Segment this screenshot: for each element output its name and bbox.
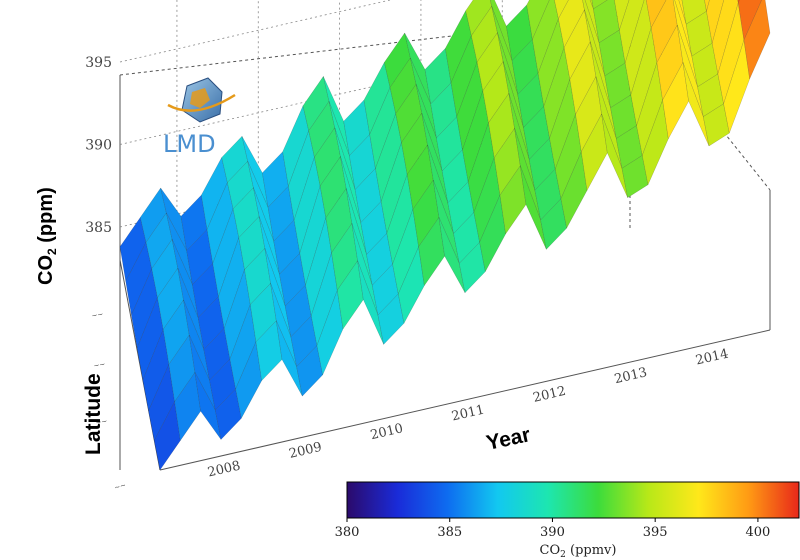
surface-cell	[554, 0, 569, 20]
logo-text: LMD	[163, 130, 216, 158]
surface-cell	[678, 0, 687, 25]
surface-cell	[651, 0, 678, 64]
colorbar-bar	[346, 481, 800, 519]
z-tick-label: 385	[85, 220, 112, 236]
year-tick-label: 2009	[288, 440, 324, 462]
year-tick-label: 2011	[450, 402, 486, 424]
surface-cell	[558, 0, 585, 48]
surface-cell	[737, 0, 740, 4]
colorbar-tick-label: 380	[335, 525, 360, 540]
latitude-axis-title: Latitude	[82, 373, 105, 455]
year-tick-label: 2013	[613, 365, 649, 387]
surface-cell	[619, 0, 645, 64]
surface-cell	[704, 0, 710, 12]
colorbar-ticks: 380 385 390 395 400	[335, 518, 770, 540]
z-tick-label: 390	[85, 138, 112, 154]
colorbar: 380 385 390 395 400 CO2 (ppmv)	[335, 481, 800, 560]
colorbar-tick-label: 400	[745, 525, 770, 540]
colorbar-title: CO2 (ppmv)	[540, 543, 617, 560]
z-tick-label: 395	[85, 55, 112, 71]
surface-cell	[681, 0, 707, 25]
colorbar-tick-label: 395	[643, 525, 668, 540]
colorbar-tick-label: 390	[540, 525, 565, 540]
z-axis-title: CO2 (ppm)	[35, 187, 59, 285]
year-tick-label: 2010	[369, 421, 405, 443]
latitude-tick-mark: ~~	[95, 417, 108, 427]
year-axis-ticks: 2008 2009 2010 2011 2012 2013 2014	[206, 346, 730, 480]
year-tick-label: 2014	[694, 346, 730, 368]
co2-surface	[119, 0, 771, 471]
latitude-tick-mark: ~~	[113, 481, 127, 492]
year-tick-label: 2008	[206, 458, 242, 480]
surface-cell	[589, 0, 594, 9]
surface-cell	[712, 0, 739, 74]
surface-cell	[706, 0, 725, 44]
year-tick-label: 2012	[532, 384, 568, 406]
surface-cell	[743, 0, 771, 80]
surface-cell	[614, 0, 630, 31]
year-axis-title: Year	[484, 423, 532, 455]
surface-cell	[591, 0, 608, 10]
latitude-axis-ticks: ~~ ~~ ~~ ~~	[91, 310, 127, 492]
colorbar-tick-label: 385	[437, 525, 462, 540]
lmd-logo: LMD	[163, 77, 236, 158]
latitude-tick-mark: ~~	[91, 310, 104, 320]
latitude-tick-mark: ~~	[93, 360, 106, 370]
